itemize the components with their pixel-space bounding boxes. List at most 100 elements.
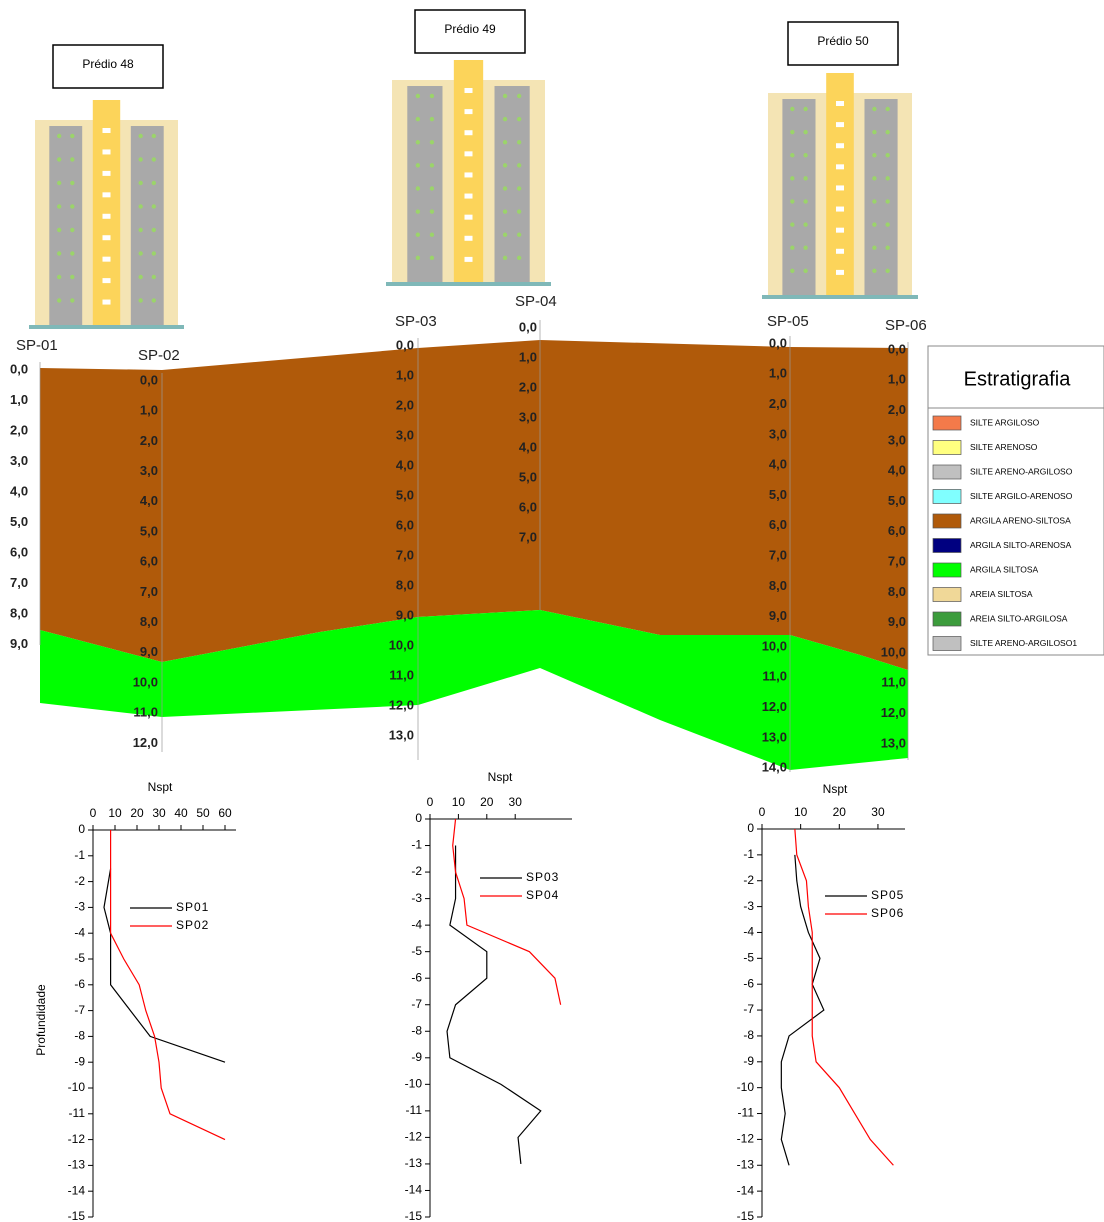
borehole-name: SP-01 [16,337,58,354]
window [429,93,435,99]
window [138,227,143,233]
legend-label: SP02 [176,918,209,932]
window [872,153,877,158]
depth-label: 11,0 [881,675,906,690]
building-label-box [52,44,164,89]
window [56,251,62,256]
window [516,163,522,168]
y-tick-label: -15 [737,1209,755,1222]
depth-label: 2,0 [396,397,414,412]
y-tick-label: -12 [405,1130,423,1144]
window [790,106,795,112]
legend-label: AREIA SILTO-ARGILOSA [970,613,1068,623]
window [151,180,157,186]
window [803,245,808,250]
depth-label: 7,0 [888,554,906,569]
y-tick-label: -8 [74,1029,85,1043]
y-tick-label: -13 [68,1158,86,1172]
legend-label: SILTE ARGILOSO [970,417,1040,427]
x-tick-label: 50 [196,806,210,820]
y-tick-label: -7 [411,997,422,1011]
stratum-argila-areno-siltosa [40,340,908,670]
depth-label: 9,0 [888,614,906,629]
window [464,151,473,157]
window [464,256,473,262]
series-line [110,830,226,1141]
x-tick-label: 0 [759,805,766,819]
window [429,140,435,145]
window [464,172,473,178]
y-tick-label: -4 [743,925,754,939]
building-label: Prédio 48 [82,57,134,71]
depth-label: 3,0 [519,409,537,424]
depth-label: 10,0 [389,637,414,652]
window [138,204,143,209]
borehole-name: SP-05 [767,313,809,330]
depth-label: 0,0 [769,335,787,350]
legend-label: SILTE ARGILO-ARENOSO [970,491,1073,501]
window [885,222,890,227]
depth-label: 7,0 [769,548,787,563]
legend-swatch [932,415,962,431]
depth-label: 9,0 [10,636,28,651]
depth-label: 6,0 [769,517,787,532]
window [415,255,421,261]
window [151,251,157,256]
depth-label: 9,0 [140,644,158,659]
building-base [386,282,551,286]
borehole-name: SP-03 [395,313,437,330]
y-tick-label: -12 [68,1132,86,1146]
window [138,251,143,256]
window [464,109,473,115]
y-tick-label: -5 [411,944,422,958]
y-tick-label: -4 [74,925,85,939]
depth-label: 4,0 [396,457,414,472]
building-base [762,295,918,299]
stratum-argila-siltosa [540,610,908,770]
depth-label: 10,0 [881,644,906,659]
depth-label: 8,0 [10,605,28,620]
series-line [794,828,894,1166]
legend-swatch [932,636,962,651]
building-tower [494,86,530,285]
depth-label: 3,0 [140,463,158,478]
depth-label: 0,0 [519,319,537,334]
y-tick-label: -4 [411,917,422,931]
window [516,255,522,261]
depth-label: 12,0 [389,697,414,712]
window [836,164,844,170]
window [885,129,890,135]
window [70,227,75,233]
depth-label: 7,0 [140,584,158,599]
depth-label: 4,0 [10,483,28,498]
window [415,116,421,122]
window [516,232,522,237]
window [872,176,877,181]
depth-label: 5,0 [769,487,787,502]
depth-label: 3,0 [888,432,906,447]
depth-label: 9,0 [396,607,414,622]
depth-label: 0,0 [140,372,158,387]
y-tick-label: -1 [743,847,754,861]
depth-label: 14,0 [762,760,787,775]
window [836,101,844,106]
y-tick-label: -3 [743,899,754,913]
window [56,298,62,303]
building-label: Prédio 49 [444,22,496,36]
y-tick-label: -9 [74,1054,85,1068]
depth-label: 3,0 [10,453,28,468]
building-tower [49,126,83,328]
window [151,227,157,233]
window [464,193,473,199]
depth-label: 4,0 [140,493,158,508]
depth-label: 5,0 [140,523,158,538]
legend-swatch [932,538,962,553]
window [415,186,421,191]
depth-label: 4,0 [519,439,537,454]
window [464,214,473,220]
window [415,232,421,237]
window [429,116,435,122]
window [70,274,75,280]
